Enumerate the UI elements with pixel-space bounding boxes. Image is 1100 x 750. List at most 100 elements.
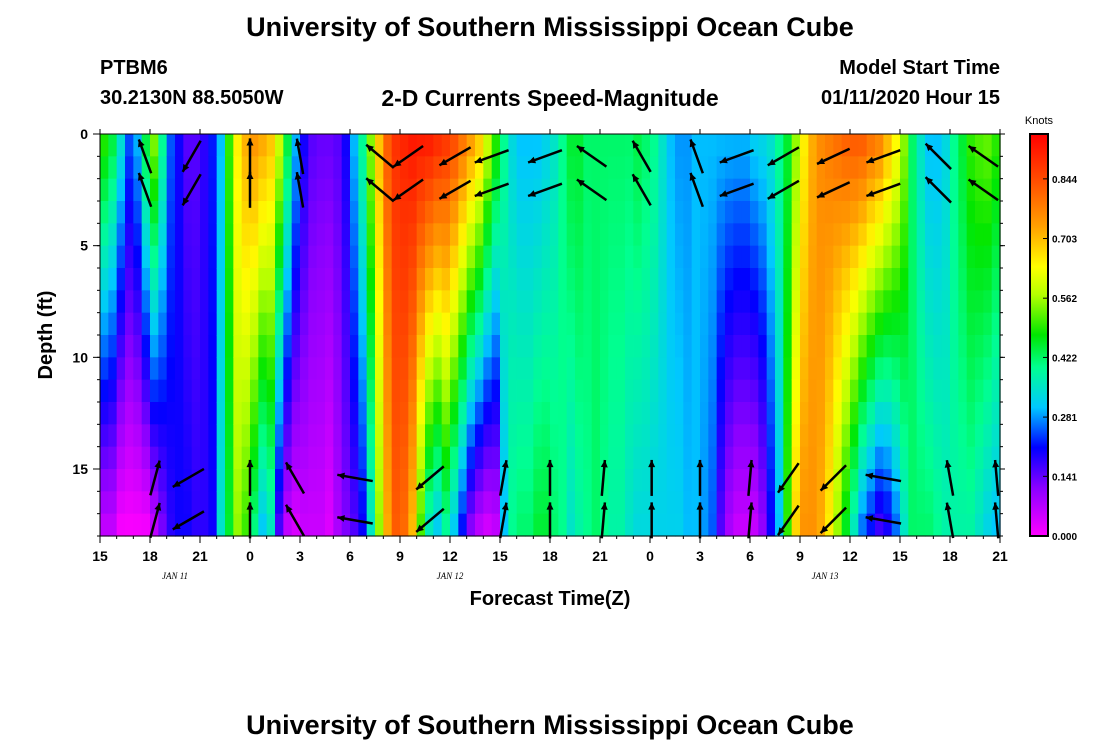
heatmap-cell — [583, 357, 593, 381]
heatmap-cell — [408, 223, 418, 247]
heatmap-cell — [866, 156, 876, 180]
heatmap-cell — [791, 245, 801, 269]
heatmap-cell — [308, 312, 318, 336]
heatmap-cell — [608, 178, 618, 202]
heatmap-cell — [808, 402, 818, 425]
heatmap-cell — [925, 156, 934, 180]
heatmap-cell — [750, 134, 759, 157]
heatmap-cell — [491, 134, 501, 157]
heatmap-cell — [933, 379, 943, 403]
heatmap-cell — [208, 402, 218, 425]
heatmap-cell — [983, 245, 993, 269]
heatmap-cell — [791, 134, 801, 157]
heatmap-cell — [566, 469, 576, 492]
heatmap-cell — [316, 178, 326, 202]
heatmap-cell — [925, 223, 934, 247]
heatmap-cell — [225, 446, 234, 470]
heatmap-cell — [141, 312, 151, 336]
heatmap-cell — [583, 335, 593, 358]
heatmap-cell — [900, 424, 909, 448]
heatmap-cell — [216, 335, 226, 358]
heatmap-cell — [475, 513, 484, 537]
heatmap-cell — [325, 156, 334, 180]
heatmap-cell — [333, 446, 343, 470]
heatmap-cell — [341, 402, 351, 425]
current-vector-head — [866, 190, 875, 197]
heatmap-cell — [708, 290, 718, 314]
heatmap-cell — [416, 134, 426, 157]
heatmap-cell — [525, 245, 534, 269]
heatmap-cell — [275, 223, 284, 247]
heatmap-cell — [950, 446, 959, 470]
heatmap-cell — [208, 268, 218, 291]
heatmap-cell — [966, 491, 976, 515]
heatmap-cell — [141, 379, 151, 403]
heatmap-cell — [516, 335, 526, 358]
heatmap-cell — [658, 268, 668, 291]
heatmap-cell — [750, 491, 759, 515]
heatmap-cell — [991, 223, 1001, 247]
heatmap-cell — [966, 201, 976, 224]
heatmap-cell — [225, 335, 234, 358]
colorbar-tick-label: 0.000 — [1052, 532, 1077, 543]
heatmap-cell — [375, 201, 384, 224]
heatmap-cell — [508, 513, 518, 537]
heatmap-cell — [975, 379, 984, 403]
heatmap-cell — [266, 402, 276, 425]
heatmap-cell — [150, 424, 159, 448]
heatmap-cell — [916, 223, 926, 247]
heatmap-cell — [183, 268, 193, 291]
heatmap-cell — [308, 268, 318, 291]
heatmap-cell — [791, 491, 801, 515]
heatmap-cell — [108, 446, 118, 470]
heatmap-cell — [658, 156, 668, 180]
heatmap-cell — [975, 357, 984, 381]
heatmap-cell — [900, 491, 909, 515]
heatmap-cell — [675, 446, 684, 470]
heatmap-cell — [975, 335, 984, 358]
heatmap-cell — [566, 134, 576, 157]
current-vector-head — [576, 179, 585, 187]
heatmap-cell — [391, 178, 401, 202]
heatmap-cell — [608, 134, 618, 157]
current-vector-head — [416, 524, 424, 532]
heatmap-cell — [616, 513, 626, 537]
heatmap-cell — [250, 424, 259, 448]
heatmap-cell — [408, 513, 418, 537]
heatmap-cell — [941, 134, 951, 157]
heatmap-cells — [100, 134, 1001, 537]
heatmap-cell — [875, 491, 884, 515]
heatmap-cell — [725, 424, 734, 448]
heatmap-cell — [291, 402, 301, 425]
heatmap-cell — [750, 201, 759, 224]
date-label: JAN 11 — [162, 571, 188, 581]
heatmap-cell — [116, 268, 126, 291]
heatmap-cell — [433, 245, 443, 269]
heatmap-cell — [591, 290, 601, 314]
heatmap-cell — [975, 201, 984, 224]
heatmap-cell — [275, 245, 284, 269]
heatmap-cell — [166, 513, 176, 537]
heatmap-cell — [100, 178, 109, 202]
heatmap-cell — [333, 223, 343, 247]
heatmap-cell — [341, 223, 351, 247]
heatmap-cell — [616, 379, 626, 403]
heatmap-cell — [866, 223, 876, 247]
heatmap-cell — [425, 245, 434, 269]
heatmap-cell — [425, 335, 434, 358]
heatmap-cell — [825, 312, 834, 336]
current-vector-head — [474, 190, 483, 197]
heatmap-cell — [841, 312, 851, 336]
heatmap-cell — [666, 402, 676, 425]
heatmap-cell — [450, 335, 459, 358]
heatmap-cell — [875, 513, 884, 537]
heatmap-cell — [825, 134, 834, 157]
heatmap-cell — [300, 335, 309, 358]
heatmap-cell — [416, 156, 426, 180]
heatmap-cell — [475, 223, 484, 247]
heatmap-cell — [300, 469, 309, 492]
heatmap-cell — [625, 402, 634, 425]
heatmap-cell — [725, 178, 734, 202]
heatmap-cell — [191, 491, 201, 515]
